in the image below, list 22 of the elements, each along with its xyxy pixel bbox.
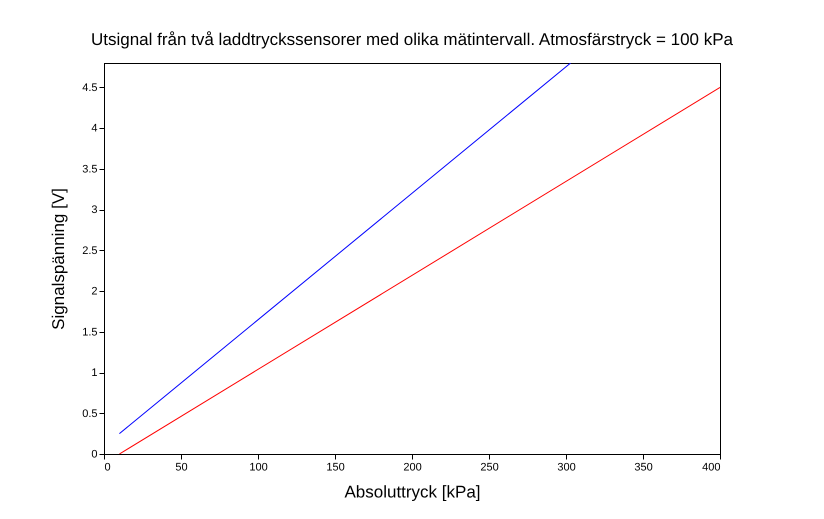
x-tick-label: 350: [634, 462, 653, 474]
y-tick-label: 2: [91, 286, 98, 298]
y-tick-label: 1.5: [82, 326, 98, 338]
y-tick-label: 0: [91, 448, 98, 460]
x-axis-title: Absoluttryck [kPa]: [344, 482, 481, 502]
x-tick-label: 150: [326, 462, 345, 474]
y-axis-title: Signalspänning [V]: [49, 188, 68, 330]
y-tick-label: 3: [91, 204, 98, 216]
x-tick-label: 100: [249, 462, 268, 474]
y-tick-label: 2.5: [82, 244, 98, 257]
y-tick-label: 4.5: [82, 82, 98, 94]
x-tick-label: 300: [557, 462, 576, 474]
y-tick-label: 0.5: [82, 408, 98, 420]
y-tick-label: 1: [91, 367, 98, 380]
x-tick-label: 200: [403, 462, 422, 474]
y-tick-label: 4: [91, 122, 98, 135]
x-tick-label: 250: [480, 462, 499, 474]
x-tick-label: 50: [175, 462, 188, 474]
y-tick-label: 3.5: [82, 163, 98, 176]
chart-title: Utsignal från två laddtryckssensorer med olika mätintervall. Atmosfärstryck = 100 kPa: [90, 30, 734, 49]
x-tick-label: 0: [104, 462, 111, 474]
x-tick-label: 400: [702, 462, 720, 474]
